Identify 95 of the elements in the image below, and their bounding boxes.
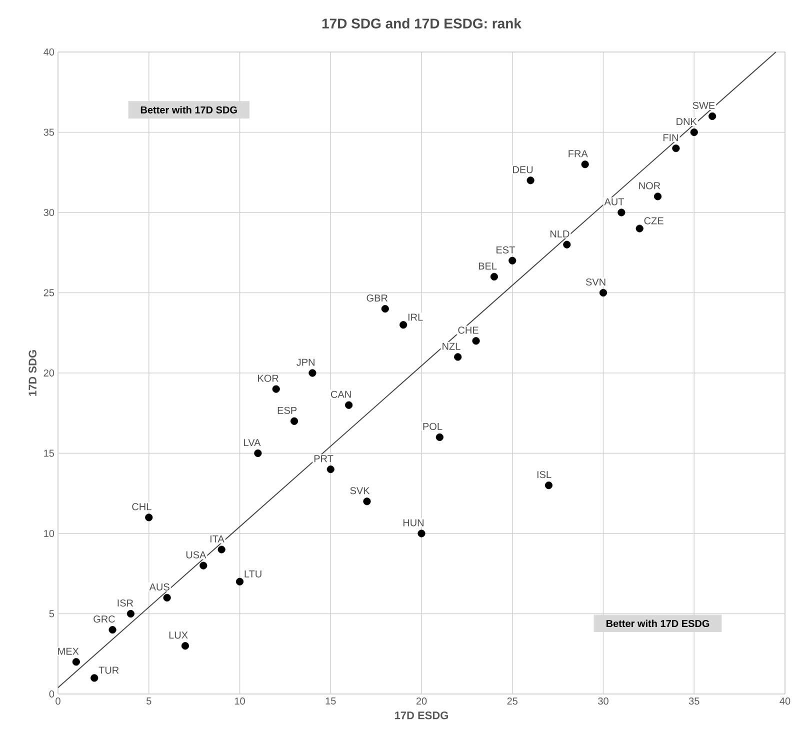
point: [654, 192, 662, 200]
x-tick-label: 40: [780, 698, 790, 705]
point: [108, 626, 116, 634]
point: [272, 385, 280, 393]
point: [708, 112, 716, 120]
annotation: JPN: [296, 358, 314, 366]
point: [290, 417, 298, 425]
point: [508, 256, 516, 264]
annotation: Better with 17D ESDG: [606, 620, 710, 628]
annotation: ISR: [118, 599, 134, 607]
annotation: KOR: [258, 374, 278, 382]
point: [254, 449, 262, 458]
point: [618, 208, 626, 216]
annotation: NOR: [639, 182, 660, 190]
point: [200, 562, 208, 570]
annotation: CHE: [458, 326, 478, 334]
annotation: EST: [496, 246, 515, 254]
y-tick-label: 5: [49, 610, 54, 618]
y-tick-label: 30: [44, 208, 54, 216]
annotation: IRL: [408, 314, 423, 321]
x-tick-label: 25: [507, 698, 518, 705]
annotation: TUR: [98, 666, 119, 674]
point: [418, 530, 426, 538]
annotation: POL: [423, 422, 442, 430]
annotation: FRA: [568, 150, 588, 158]
annotation: USA: [186, 551, 206, 558]
point: [218, 546, 226, 554]
point: [472, 337, 480, 345]
annotation: SWE: [692, 102, 715, 109]
annotation: LVA: [244, 439, 261, 446]
point: [145, 514, 153, 522]
point: [436, 433, 444, 441]
annotation: NLD: [550, 230, 570, 238]
point: [690, 128, 698, 136]
y-tick-label: 25: [44, 289, 54, 296]
annotation: LTU: [244, 570, 262, 578]
point: [400, 321, 408, 329]
annotation: GBR: [366, 294, 388, 302]
annotation: PRT: [314, 455, 334, 462]
annotation: BEL: [478, 262, 497, 270]
point: [454, 353, 462, 361]
y-tick-label: 10: [44, 530, 54, 538]
point: [72, 658, 80, 666]
y-tick-label: 20: [44, 369, 54, 377]
x-tick-label: 15: [326, 698, 336, 705]
x-tick-label: 0: [56, 698, 60, 705]
point: [126, 610, 135, 618]
x-tick-label: 5: [146, 698, 152, 705]
point: [490, 272, 498, 280]
x-tick-label: 10: [234, 698, 245, 705]
y-tick-label: 0: [49, 690, 54, 698]
y-tick-label: 35: [44, 128, 54, 136]
x-tick-label: 30: [598, 698, 608, 705]
annotation: DEU: [513, 166, 533, 174]
x-tick-label: 35: [688, 698, 700, 705]
point: [636, 224, 644, 232]
annotation: FIN: [663, 134, 678, 142]
annotation: LUX: [169, 632, 188, 639]
point: [308, 369, 316, 377]
annotation: Better with 17D SDG: [140, 106, 237, 114]
point: [526, 176, 534, 184]
annotation: AUS: [149, 583, 170, 590]
annotation: MEX: [58, 648, 79, 655]
point: [236, 578, 244, 586]
x-tick-label: 20: [416, 698, 427, 705]
annotation: DNK: [676, 118, 697, 126]
y-tick-label: 40: [44, 48, 54, 56]
point: [326, 465, 334, 474]
point: [544, 482, 553, 490]
point: [381, 304, 389, 313]
x-axis-title: 17D ESDG: [394, 711, 448, 720]
chart-title: 17D SDG and 17D ESDG: rank: [322, 18, 522, 28]
point: [363, 498, 371, 506]
annotation: SVK: [350, 487, 370, 494]
y-axis-title: 17D SDG: [28, 350, 36, 396]
point: [90, 674, 98, 682]
point: [563, 240, 571, 248]
annotation: SVN: [586, 278, 606, 286]
annotation: CAN: [330, 390, 351, 398]
annotation: NZL: [442, 342, 460, 350]
point: [163, 594, 171, 602]
annotation: CZE: [644, 217, 664, 224]
annotation: AUT: [604, 198, 624, 206]
annotation: GRC: [94, 616, 115, 623]
annotation: HUN: [403, 519, 424, 526]
annotation: ITA: [210, 535, 224, 542]
annotation: ESP: [278, 406, 297, 414]
point: [345, 401, 353, 409]
point: [181, 642, 190, 650]
annotation: ISL: [537, 471, 552, 478]
y-tick-label: 15: [44, 450, 54, 457]
annotation: CHL: [132, 503, 152, 510]
point: [581, 160, 589, 168]
point: [599, 288, 608, 297]
point: [672, 144, 680, 152]
